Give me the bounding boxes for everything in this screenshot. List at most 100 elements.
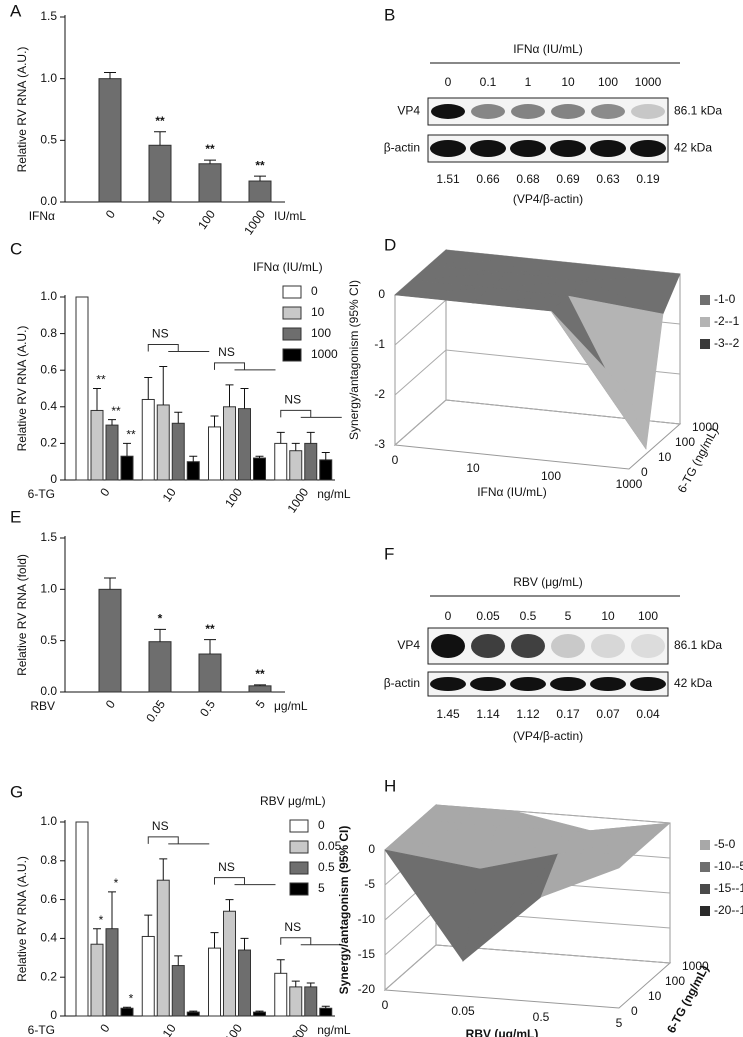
legend-swatch — [289, 819, 309, 833]
x-unit: ng/mL — [317, 487, 351, 501]
error-bar — [174, 411, 183, 424]
error-bar — [104, 577, 116, 590]
legend-label: -5-0 — [714, 837, 736, 851]
y-tick-label: 1.5 — [40, 9, 57, 23]
ratio-label: 1.12 — [516, 707, 540, 721]
x-tick-label: 0 — [392, 453, 399, 467]
x-tick-label: 0.05 — [451, 1004, 475, 1018]
error-bar — [254, 175, 266, 182]
bar — [208, 426, 221, 481]
y-tick-label: 0 — [50, 472, 57, 486]
lane-label: 100 — [638, 609, 658, 623]
surface-facet — [567, 295, 664, 451]
z-tick-label: -5 — [364, 877, 375, 891]
bar — [198, 163, 222, 203]
error-bar — [189, 1010, 198, 1013]
legend-swatch — [700, 317, 710, 327]
x-tick-label: 0.5 — [533, 1010, 550, 1024]
bar — [248, 685, 272, 693]
legend-swatch — [700, 884, 710, 894]
error-bar — [276, 959, 285, 974]
blot-frame — [427, 671, 669, 697]
ratio-label: 1.51 — [436, 172, 460, 186]
ratio-label: 1.14 — [476, 707, 500, 721]
ratio-label: 0.17 — [556, 707, 580, 721]
actin-band — [550, 140, 586, 157]
significance: * — [114, 876, 119, 890]
error-bar — [306, 982, 315, 987]
significance: ** — [205, 142, 215, 156]
z-tick-label: -1 — [374, 337, 385, 351]
lane-label: 1 — [525, 75, 532, 89]
legend-title: RBV μg/mL) — [260, 794, 326, 808]
lane-label: 0 — [445, 75, 452, 89]
actin-band — [630, 677, 666, 691]
bar — [289, 986, 303, 1017]
blot-size: 42 kDa — [674, 141, 712, 155]
significance: ** — [255, 158, 265, 172]
y-tick-label: 0.2 — [40, 969, 57, 983]
blot-row-label: β-actin — [384, 676, 420, 690]
y-tick-label: 0.8 — [40, 326, 57, 340]
panel-label: E — [10, 507, 21, 526]
error-bar — [108, 891, 116, 929]
significance: ** — [155, 114, 165, 128]
legend-swatch — [282, 348, 302, 362]
bar — [253, 1011, 266, 1017]
bar — [186, 461, 200, 481]
bar — [223, 910, 236, 1017]
legend-label: -1-0 — [714, 292, 736, 306]
legend-swatch — [282, 306, 302, 320]
x-tick-label: 10 — [160, 485, 179, 504]
ns-bracket — [280, 937, 342, 946]
legend-swatch — [700, 840, 710, 850]
ratio-label: 0.04 — [636, 707, 660, 721]
surface-facet — [540, 852, 637, 898]
vp4-band — [431, 634, 465, 658]
ns-label: NS — [218, 345, 235, 359]
bar — [148, 144, 172, 203]
z-tick-label: -15 — [358, 947, 376, 961]
z-tick-label: -20 — [358, 982, 376, 996]
floor — [383, 944, 672, 1009]
legend-label: 0 — [311, 284, 318, 298]
significance: * — [99, 913, 104, 927]
x-prefix: RBV — [30, 699, 55, 713]
legend-label: 10 — [311, 305, 325, 319]
error-bar — [159, 858, 168, 881]
y-axis-title: Relative RV RNA (A.U.) — [15, 47, 29, 173]
x-tick-label: 0 — [97, 1021, 112, 1035]
bar — [238, 408, 251, 481]
significance: ** — [126, 428, 136, 442]
bar — [148, 641, 172, 693]
bar — [156, 404, 170, 481]
legend-label: -15--10 — [714, 881, 743, 895]
y-tick-label: 0.4 — [40, 399, 57, 413]
bar — [198, 653, 222, 693]
panel-label: G — [10, 782, 23, 801]
significance: * — [158, 612, 163, 626]
error-bar — [210, 932, 219, 949]
bar — [186, 1011, 200, 1017]
error-bar — [255, 1010, 264, 1013]
lane-label: 0.5 — [520, 609, 537, 623]
bar — [274, 972, 288, 1017]
bar — [319, 1007, 333, 1017]
legend-label: -10--5 — [714, 859, 743, 873]
vp4-band — [631, 104, 665, 119]
x-tick-label: 1000 — [241, 207, 268, 237]
x-axis-title: RBV (μg/mL) — [466, 1027, 539, 1037]
error-bar — [159, 366, 168, 405]
x-tick-label: 100 — [222, 485, 245, 510]
vp4-band — [551, 104, 585, 119]
z-tick-label: -3 — [374, 437, 385, 451]
y-tick-label: 1.5 — [40, 530, 57, 544]
error-bar — [291, 980, 300, 987]
legend-swatch — [289, 882, 309, 896]
y-tick-label: 0.6 — [40, 362, 57, 376]
legend-label: -20--15 — [714, 903, 743, 917]
error-bar — [204, 639, 216, 655]
x-tick-label: 100 — [222, 1021, 245, 1037]
x-tick-label: 10 — [149, 207, 168, 226]
panel-label: B — [384, 5, 395, 24]
